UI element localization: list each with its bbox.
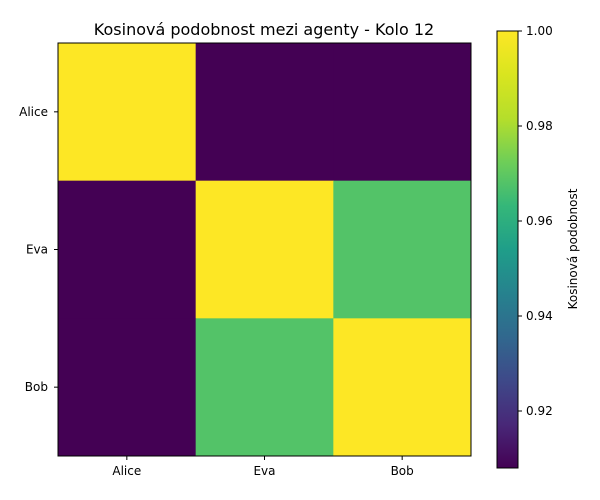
x-tick-label: Eva	[253, 464, 275, 478]
colorbar-tick-label: 0.98	[526, 119, 553, 133]
colorbar	[496, 30, 519, 469]
x-axis-ticks: Alice Eva Bob	[112, 456, 414, 478]
heatmap-cells	[58, 43, 472, 457]
colorbar-ticks: 0.92 0.94 0.96 0.98 1.00	[518, 24, 553, 418]
heatmap-cell-bob-eva	[195, 318, 334, 457]
heatmap-cell-eva-bob	[333, 180, 472, 319]
heatmap-cell-bob-alice	[58, 318, 197, 457]
chart-title: Kosinová podobnost mezi agenty - Kolo 12	[94, 20, 434, 39]
heatmap-cell-eva-eva	[195, 180, 334, 319]
y-axis-ticks: Alice Eva Bob	[19, 105, 58, 394]
x-tick-label: Alice	[112, 464, 141, 478]
colorbar-tick-label: 1.00	[526, 24, 553, 38]
heatmap-cell-alice-eva	[195, 43, 334, 182]
y-tick-label: Bob	[25, 380, 48, 394]
y-tick-label: Alice	[19, 105, 48, 119]
colorbar-tick-label: 0.92	[526, 404, 553, 418]
x-tick-label: Bob	[391, 464, 414, 478]
colorbar-label: Kosinová podobnost	[566, 188, 580, 309]
heatmap-cell-alice-alice	[58, 43, 197, 182]
heatmap-cell-bob-bob	[333, 318, 472, 457]
heatmap-cell-eva-alice	[58, 180, 197, 319]
colorbar-tick-label: 0.96	[526, 214, 553, 228]
colorbar-tick-label: 0.94	[526, 309, 553, 323]
y-tick-label: Eva	[26, 243, 48, 257]
heatmap-cell-alice-bob	[333, 43, 472, 182]
